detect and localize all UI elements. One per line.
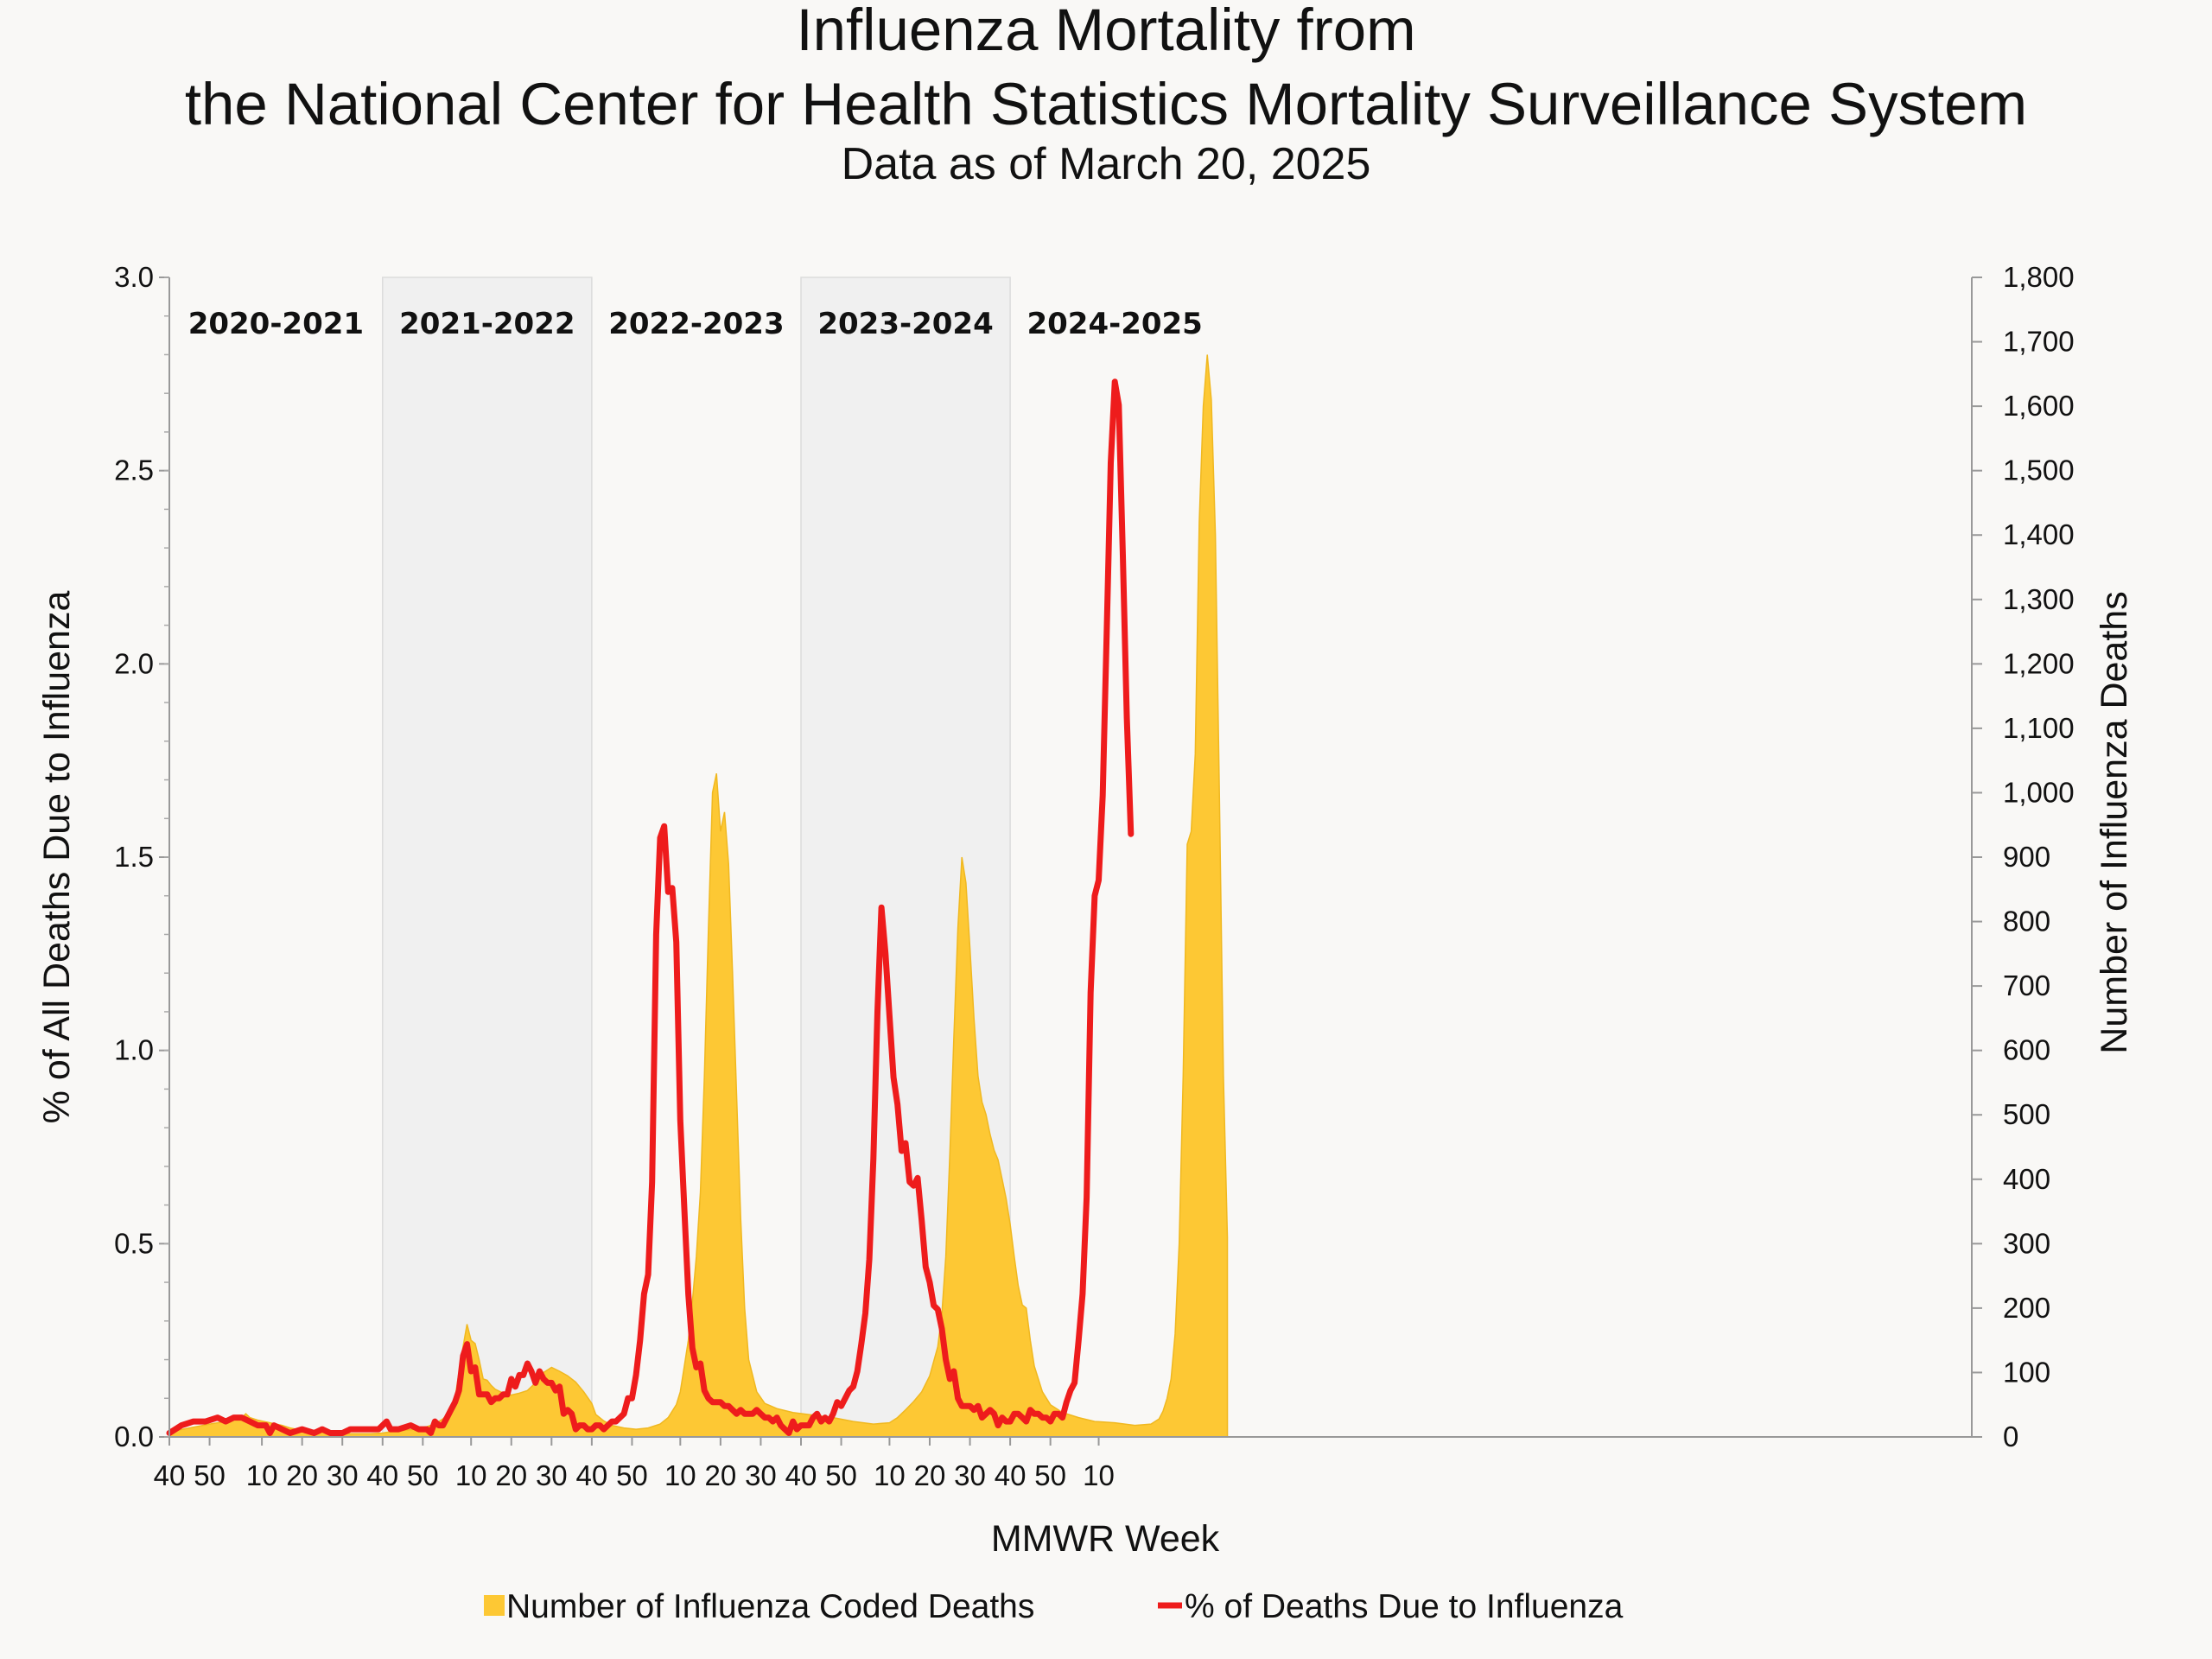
season-band-2021-2022 [382,276,593,1438]
y-left-tick-label: 2.5 [114,454,154,486]
y-left-tick-label: 2.0 [114,647,154,679]
y-axis-right-label: Number of Influenza Deaths [2094,591,2135,1053]
legend-label-deaths: Number of Influenza Coded Deaths [506,1588,1034,1625]
y-right-tick-label: 800 [2003,906,2050,938]
y-left-tick-label: 1.5 [114,841,154,873]
y-right-tick-label: 1,000 [2003,776,2075,808]
y-right-tick-label: 1,500 [2003,454,2075,486]
x-tick-label: 20 [286,1459,318,1491]
line-series-percent-deaths [166,378,1135,1436]
y-right-tick-label: 1,600 [2003,390,2075,422]
season-label-2022-2023: 2022-2023 [608,307,784,341]
y-left-tick-label: 0.0 [114,1421,154,1452]
y-right-tick-label: 500 [2003,1098,2050,1130]
x-tick-label: 20 [914,1459,946,1491]
x-axis-label: MMWR Week [991,1518,1220,1560]
x-tick-label: 50 [1034,1459,1066,1491]
influenza-deaths-area [168,354,1229,1438]
area-series-influenza-deaths [168,354,1229,1438]
x-tick-label: 50 [616,1459,648,1491]
legend-label-percent: % of Deaths Due to Influenza [1185,1588,1624,1625]
y-right-tick-label: 300 [2003,1227,2050,1259]
x-tick-label: 30 [745,1459,777,1491]
season-label-2021-2022: 2021-2022 [399,307,575,341]
x-tick-label: 50 [407,1459,439,1491]
x-tick-label: 20 [705,1459,737,1491]
season-label-2024-2025: 2024-2025 [1027,307,1202,341]
x-tick-label: 50 [194,1459,226,1491]
season-label-2020-2021: 2020-2021 [188,307,364,341]
x-tick-label: 10 [246,1459,278,1491]
y-left-tick-label: 3.0 [114,261,154,293]
y-right-tick-label: 1,400 [2003,518,2075,550]
influenza-percent-line [166,378,1135,1436]
season-labels: 2020-2021 2021-2022 2022-2023 2023-2024 2024… [188,307,1203,341]
x-tick-label: 30 [327,1459,359,1491]
legend-swatch-deaths [484,1595,505,1616]
y-right-tick-label: 100 [2003,1356,2050,1388]
chart-title: Influenza Mortality from [796,0,1416,63]
y-axis-left-label: % of All Deaths Due to Influenza [36,591,78,1124]
chart-subtitle: Data as of March 20, 2025 [841,139,1371,189]
y-right-tick-label: 1,200 [2003,647,2075,679]
legend: Number of Influenza Coded Deaths % of De… [484,1588,1624,1625]
y-right-tick-label: 1,300 [2003,583,2075,615]
y-right-tick-label: 900 [2003,841,2050,873]
x-tick-label: 40 [995,1459,1027,1491]
chart-title-line-2: the National Center for Health Statistic… [184,71,2028,137]
x-tick-label: 30 [536,1459,568,1491]
y-right-tick-label: 700 [2003,969,2050,1001]
y-right-tick-label: 1,100 [2003,712,2075,744]
x-tick-label: 40 [154,1459,186,1491]
y-left-tick-label: 1.0 [114,1034,154,1066]
x-tick-label: 10 [874,1459,906,1491]
x-tick-label: 10 [664,1459,696,1491]
x-tick-label: 10 [455,1459,487,1491]
x-tick-label: 40 [576,1459,608,1491]
x-tick-label: 30 [954,1459,986,1491]
x-tick-label: 10 [1083,1459,1115,1491]
y-right-tick-label: 1,700 [2003,326,2075,358]
season-label-2023-2024: 2023-2024 [817,307,993,341]
y-left-tick-label: 0.5 [114,1227,154,1259]
x-tick-label: 40 [785,1459,817,1491]
y-right-tick-label: 400 [2003,1163,2050,1195]
x-tick-label: 50 [825,1459,857,1491]
y-right-tick-label: 0 [2003,1421,2018,1452]
y-right-tick-label: 1,800 [2003,261,2075,293]
y-right-tick-label: 600 [2003,1034,2050,1066]
x-tick-label: 40 [366,1459,398,1491]
axes: 0.0 0.5 1.0 1.5 2.0 2.5 3.0 0 100 200 300 400 500 600… [114,261,2074,1491]
x-tick-label: 20 [495,1459,527,1491]
y-right-tick-label: 200 [2003,1292,2050,1324]
